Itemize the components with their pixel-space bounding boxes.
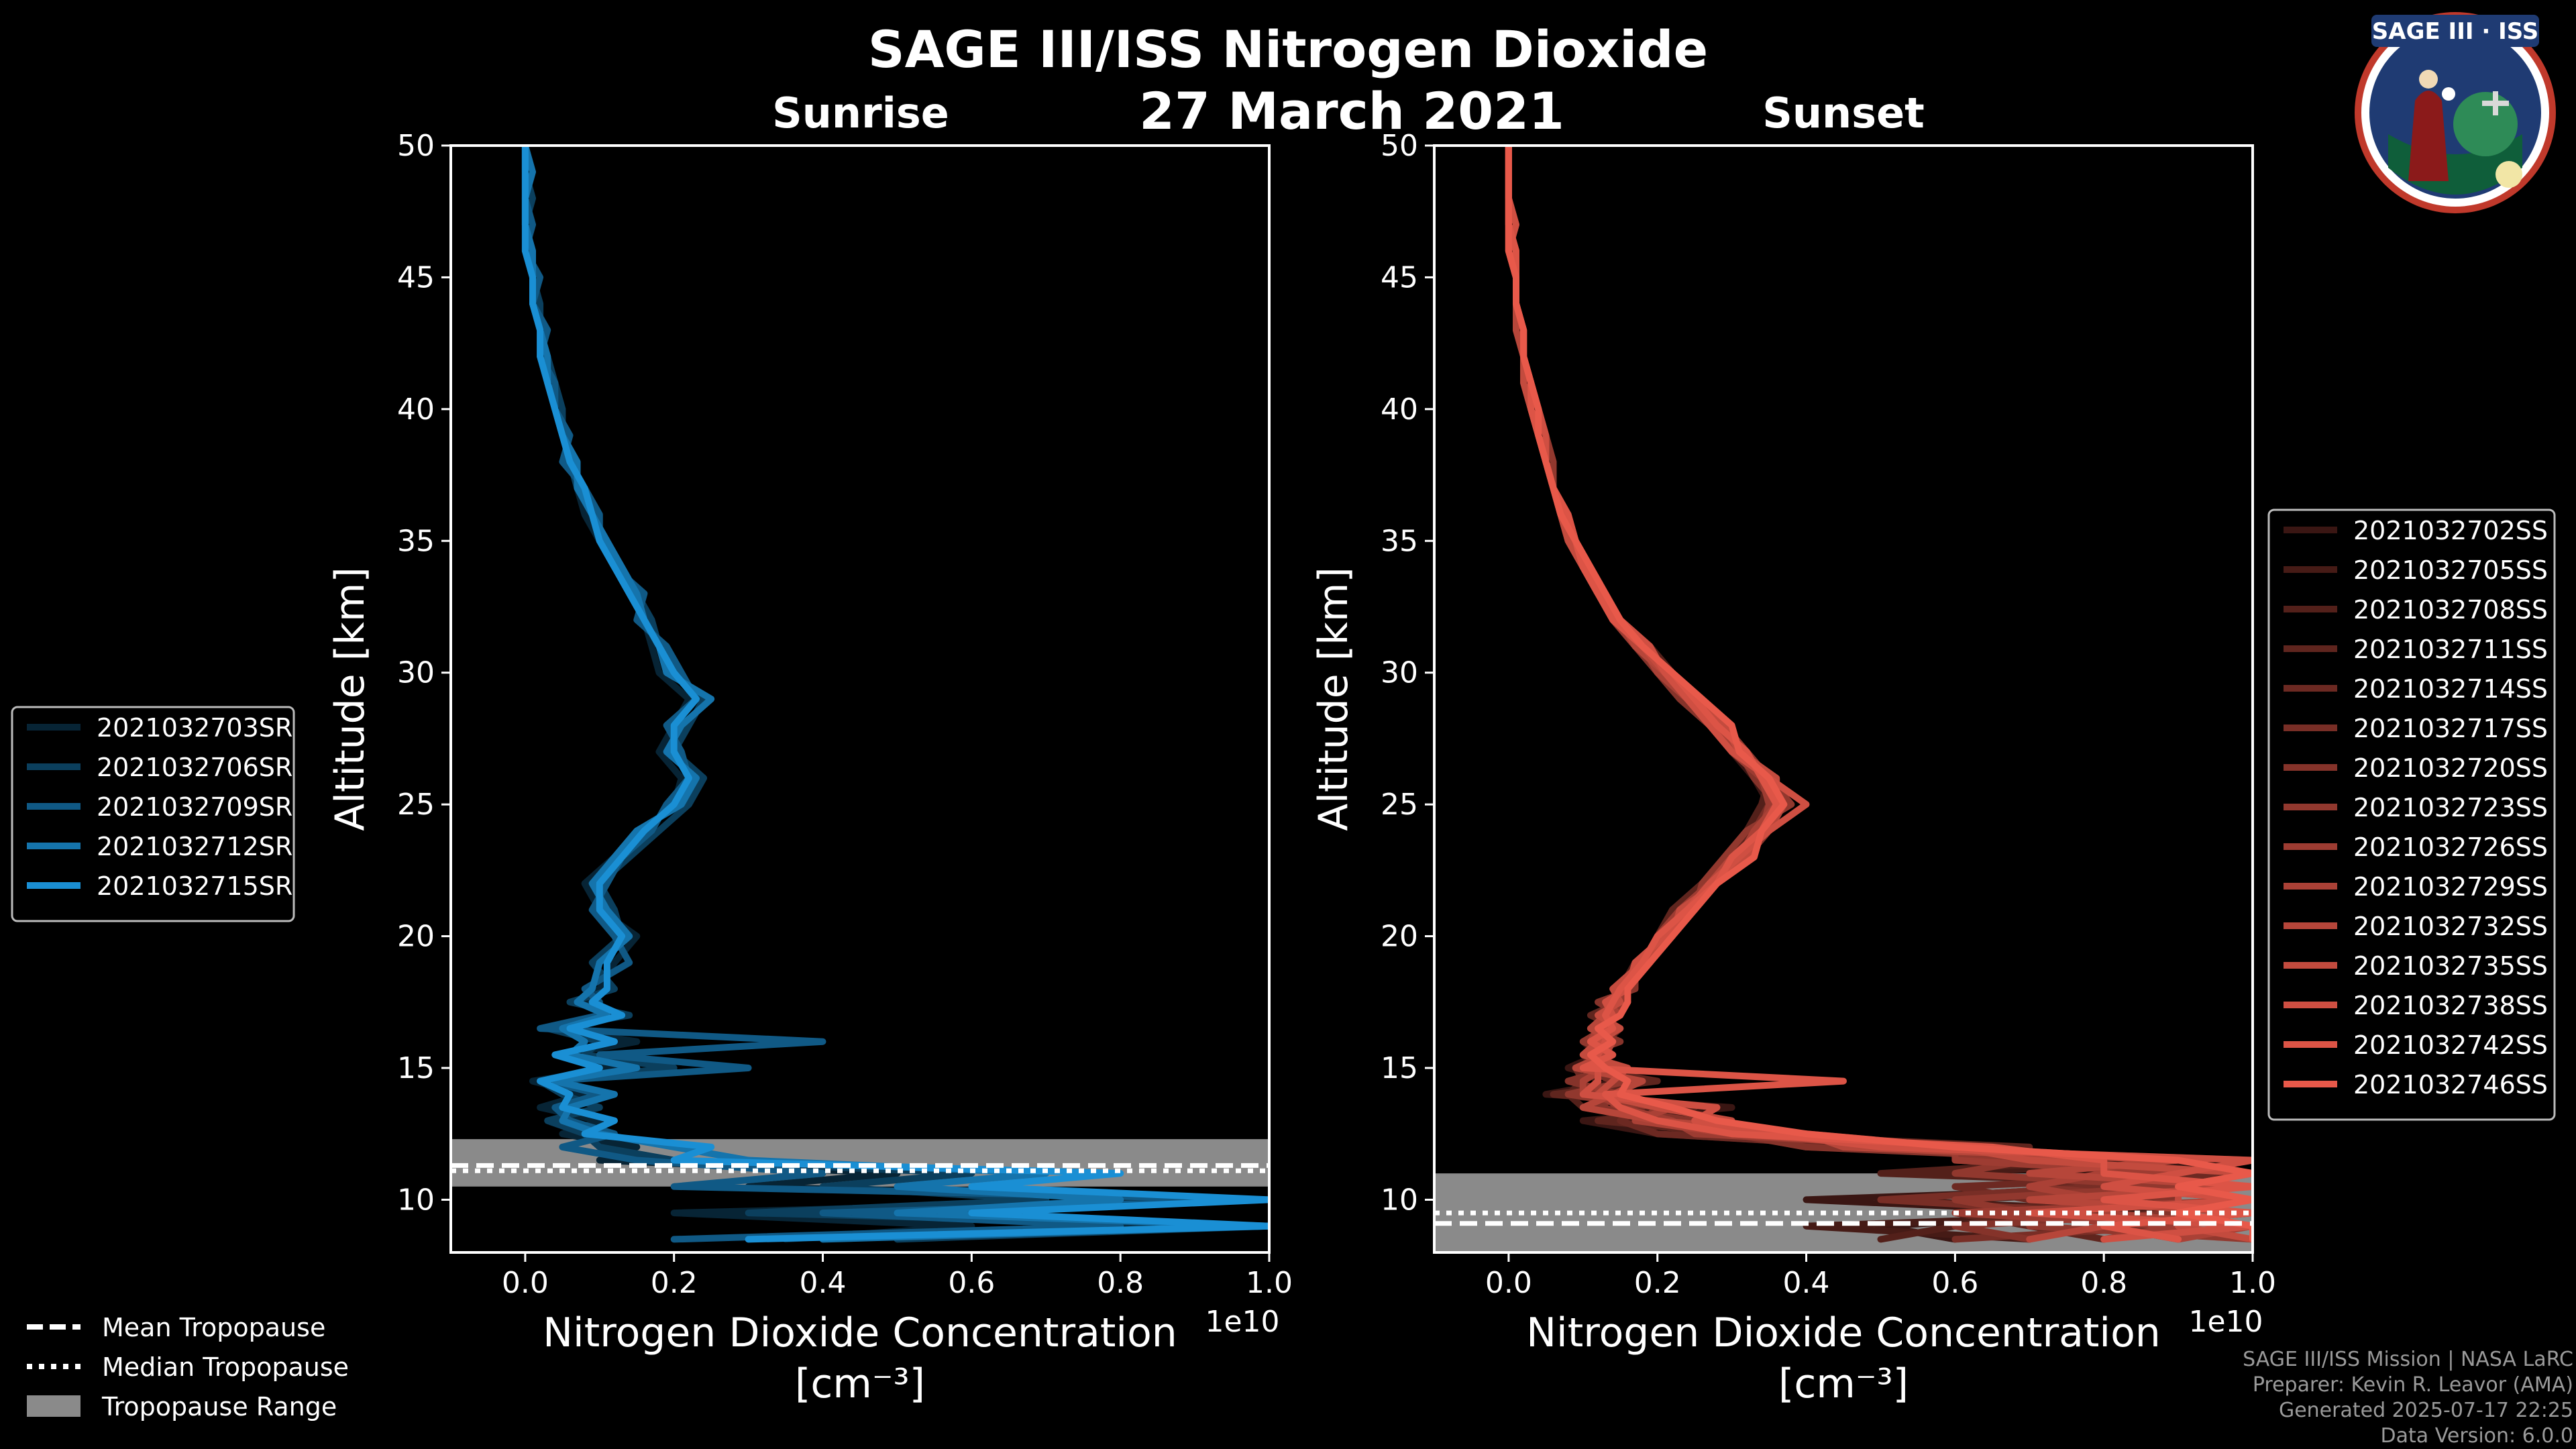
y-tick-label: 35 (397, 524, 435, 558)
legend-sunrise: 2021032703SR 2021032706SR 2021032709SR 2021… (11, 706, 295, 922)
axes-frame (1433, 144, 2254, 1254)
y-tick-label: 10 (397, 1183, 435, 1217)
x-tick-label: 0.0 (502, 1266, 549, 1300)
legend-label-2021032703SR: 2021032703SR (97, 713, 292, 743)
y-tick-label: 20 (397, 920, 435, 954)
legend-label-2021032723SS: 2021032723SS (2353, 793, 2548, 822)
x-tick-label: 0.2 (651, 1266, 698, 1300)
legend-label-2021032706SR: 2021032706SR (97, 753, 292, 782)
subplot-title: Sunset (1762, 89, 1925, 138)
legend-label-2021032711SS: 2021032711SS (2353, 635, 2548, 664)
legend-label-2021032717SS: 2021032717SS (2353, 714, 2548, 743)
y-tick-label: 15 (1381, 1051, 1418, 1085)
mean-tropopause-label: Mean Tropopause (102, 1313, 325, 1342)
legend-label-2021032714SS: 2021032714SS (2353, 674, 2548, 704)
chart-sunset: 0.0 0.2 0.4 0.6 0.8 1.0 10 15 20 25 30 35 40 45 50 1e10… (1310, 89, 2276, 1407)
credit-line-3: Generated 2025-07-17 22:25 (2279, 1399, 2573, 1422)
y-tick-label: 25 (397, 788, 435, 822)
credit-line-4: Data Version: 6.0.0 (2381, 1424, 2573, 1448)
x-axis-label: Nitrogen Dioxide Concentration (1526, 1309, 2161, 1356)
tropopause-range-label: Tropopause Range (101, 1392, 337, 1421)
median-tropopause-label: Median Tropopause (102, 1352, 349, 1382)
legend-label-2021032726SS: 2021032726SS (2353, 833, 2548, 862)
legend-label-2021032720SS: 2021032720SS (2353, 753, 2548, 783)
legend-label-2021032715SR: 2021032715SR (97, 871, 292, 901)
chart-sunrise: 0.0 0.2 0.4 0.6 0.8 1.0 10 15 20 25 30 35 40 45 50 1e10… (327, 89, 1293, 1407)
x-tick-label: 0.6 (948, 1266, 995, 1300)
y-tick-label: 50 (397, 129, 435, 163)
legend-sunset: 2021032702SS 2021032705SS 2021032708SS 2021… (2267, 508, 2556, 1121)
x-tick-label: 0.0 (1485, 1266, 1532, 1300)
legend-label-2021032729SS: 2021032729SS (2353, 872, 2548, 902)
legend-label-2021032732SS: 2021032732SS (2353, 912, 2548, 941)
credit-line-1: SAGE III/ISS Mission | NASA LaRC (2243, 1348, 2573, 1371)
x-axis-unit-label: [cm⁻³] (795, 1360, 925, 1407)
y-tick-label: 45 (1381, 260, 1418, 294)
axes-frame (449, 144, 1271, 1254)
tropopause-range-swatch (27, 1395, 80, 1417)
subplot-title: Sunrise (772, 89, 949, 138)
y-tick-label: 40 (1381, 392, 1418, 427)
tropopause-legend: Mean Tropopause Median Tropopause Tropop… (27, 1313, 349, 1421)
y-tick-label: 50 (1381, 129, 1418, 163)
x-tick-label: 1.0 (2229, 1266, 2276, 1300)
y-tick-label: 20 (1381, 920, 1418, 954)
y-tick-label: 30 (397, 656, 435, 690)
sage-iii-iss-logo: SAGE III · ISS (2355, 12, 2556, 213)
y-tick-label: 10 (1381, 1183, 1418, 1217)
y-tick-label: 40 (397, 392, 435, 427)
y-tick-label: 45 (397, 260, 435, 294)
legend-label-2021032738SS: 2021032738SS (2353, 991, 2548, 1020)
x-axis-unit-label: [cm⁻³] (1778, 1360, 1909, 1407)
x-tick-label: 0.8 (1097, 1266, 1144, 1300)
figure-title: SAGE III/ISS Nitrogen Dioxide (868, 19, 1708, 79)
y-tick-label: 30 (1381, 656, 1418, 690)
y-axis-label: Altitude [km] (327, 567, 374, 831)
x-tick-label: 1.0 (1246, 1266, 1293, 1300)
legend-label-2021032746SS: 2021032746SS (2353, 1070, 2548, 1099)
legend-label-2021032709SR: 2021032709SR (97, 792, 292, 822)
x-tick-label: 0.6 (1931, 1266, 1978, 1300)
legend-label-2021032705SS: 2021032705SS (2353, 555, 2548, 585)
x-tick-label: 0.8 (2080, 1266, 2127, 1300)
y-tick-label: 35 (1381, 524, 1418, 558)
profile-line-2021032715SR (521, 146, 1269, 1243)
logo-title: SAGE III · ISS (2372, 18, 2538, 45)
legend-label-2021032735SS: 2021032735SS (2353, 951, 2548, 981)
legend-box (2267, 508, 2556, 1121)
legend-label-2021032712SR: 2021032712SR (97, 832, 292, 861)
plot-area (1434, 146, 2253, 1252)
profile-line-2021032746SS (1505, 146, 2253, 1243)
x-scale-label: 1e10 (2188, 1305, 2263, 1339)
plot-area (451, 146, 1269, 1243)
y-tick-label: 15 (397, 1051, 435, 1085)
x-axis-label: Nitrogen Dioxide Concentration (543, 1309, 1177, 1356)
x-tick-label: 0.4 (800, 1266, 847, 1300)
y-axis-label: Altitude [km] (1310, 567, 1357, 831)
legend-label-2021032708SS: 2021032708SS (2353, 595, 2548, 625)
legend-label-2021032702SS: 2021032702SS (2353, 516, 2548, 545)
charts-group: 0.0 0.2 0.4 0.6 0.8 1.0 10 15 20 25 30 35 40 45 50 1e10… (327, 89, 2276, 1407)
y-tick-label: 25 (1381, 788, 1418, 822)
x-tick-label: 0.2 (1634, 1266, 1681, 1300)
legend-box (11, 706, 295, 922)
x-scale-label: 1e10 (1205, 1305, 1279, 1339)
figure-date: 27 March 2021 (1139, 81, 1564, 141)
legend-label-2021032742SS: 2021032742SS (2353, 1030, 2548, 1060)
credits: SAGE III/ISS Mission | NASA LaRC Prepare… (2243, 1348, 2573, 1448)
credit-line-2: Preparer: Kevin R. Leavor (AMA) (2253, 1373, 2573, 1397)
x-tick-label: 0.4 (1783, 1266, 1830, 1300)
